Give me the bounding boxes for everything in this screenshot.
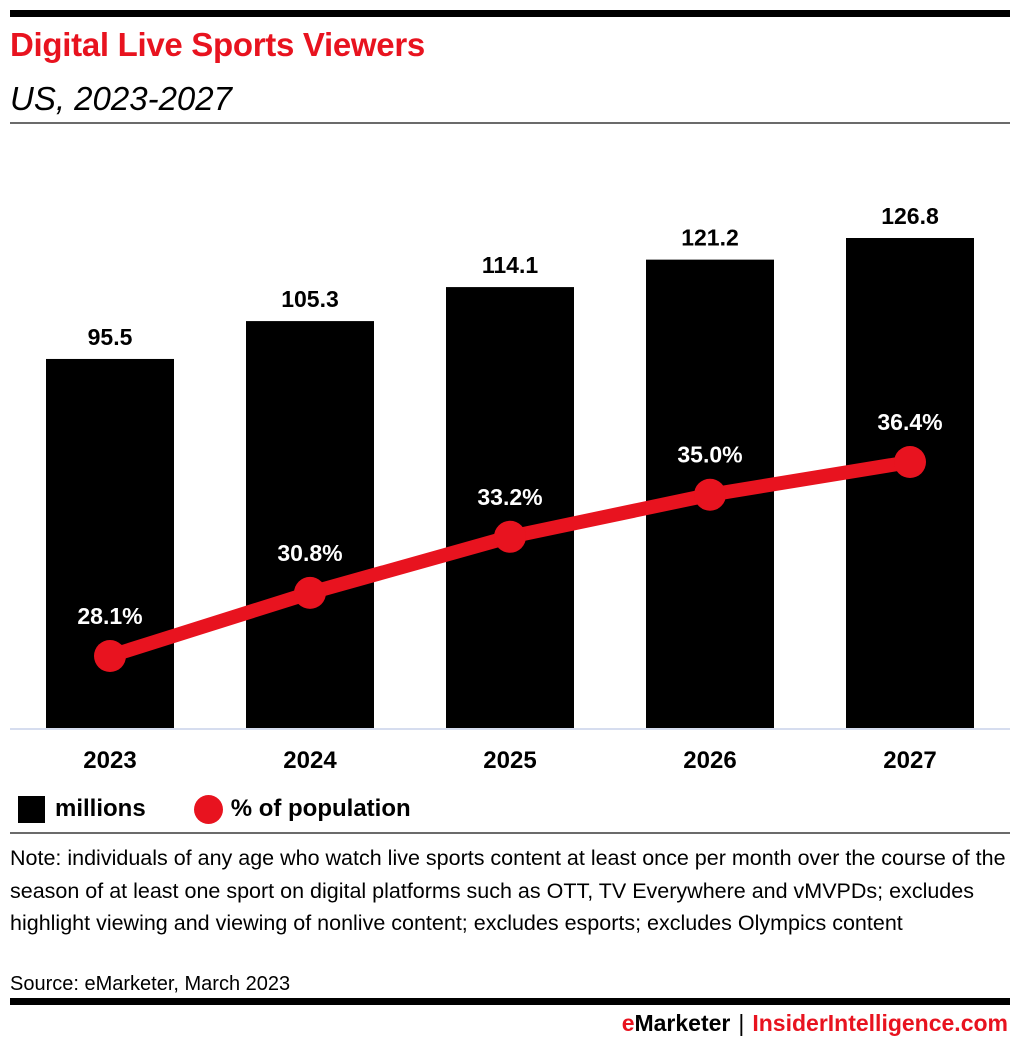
bar-value-label: 95.5 xyxy=(88,324,133,350)
bar-2027 xyxy=(846,238,974,728)
x-tick-label: 2024 xyxy=(283,747,337,774)
line-point-2023 xyxy=(94,640,126,672)
line-point-2024 xyxy=(294,576,326,609)
chart-subtitle: US, 2023-2027 xyxy=(10,80,232,117)
footer-separator: | xyxy=(738,1010,745,1036)
line-point-2027 xyxy=(894,446,926,478)
legend-item-percent: % of population xyxy=(193,794,411,824)
x-tick-label: 2025 xyxy=(483,747,536,774)
bar-value-label: 105.3 xyxy=(281,286,339,312)
legend-label: % of population xyxy=(230,795,411,822)
chart-source: Source: eMarketer, March 2023 xyxy=(10,973,291,995)
x-tick-label: 2027 xyxy=(883,747,936,774)
chart-area: 95.5 2023 105.3 2024 114.1 2025 121.2 2026 126.8… xyxy=(10,203,1010,774)
top-rule xyxy=(10,10,1010,17)
line-value-label: 35.0% xyxy=(677,442,742,468)
bar-value-label: 121.2 xyxy=(681,225,739,251)
chart-note: Note: individuals of any age who watch l… xyxy=(10,846,1006,935)
line-point-2026 xyxy=(694,478,726,511)
line-value-label: 36.4% xyxy=(877,409,942,435)
legend: millions % of population xyxy=(18,792,459,826)
legend-item-millions: millions xyxy=(18,795,146,823)
legend-swatch-square-icon xyxy=(18,795,45,823)
x-tick-label: 2023 xyxy=(83,747,136,774)
bar-value-label: 114.1 xyxy=(482,252,538,278)
line-value-label: 28.1% xyxy=(77,603,142,629)
bar-2023 xyxy=(46,358,174,728)
legend-swatch-circle-icon xyxy=(193,794,223,824)
x-tick-label: 2026 xyxy=(683,747,736,774)
title-divider xyxy=(10,122,1010,124)
bar-value-label: 126.8 xyxy=(881,203,939,229)
brand-e: e xyxy=(621,1010,635,1036)
footer-site-link[interactable]: InsiderIntelligence.com xyxy=(752,1010,1008,1036)
bottom-rule xyxy=(10,998,1010,1005)
bar-2025 xyxy=(446,287,574,728)
legend-label: millions xyxy=(55,795,146,822)
footer-branding: eMarketer | InsiderIntelligence.com xyxy=(622,1010,1008,1037)
line-point-2025 xyxy=(494,520,526,553)
chart-title: Digital Live Sports Viewers xyxy=(10,26,425,63)
line-value-label: 30.8% xyxy=(277,540,342,566)
line-value-label: 33.2% xyxy=(477,484,542,510)
legend-divider xyxy=(10,832,1010,834)
bar-2024 xyxy=(246,321,374,728)
brand-marketer: Marketer xyxy=(634,1010,731,1036)
